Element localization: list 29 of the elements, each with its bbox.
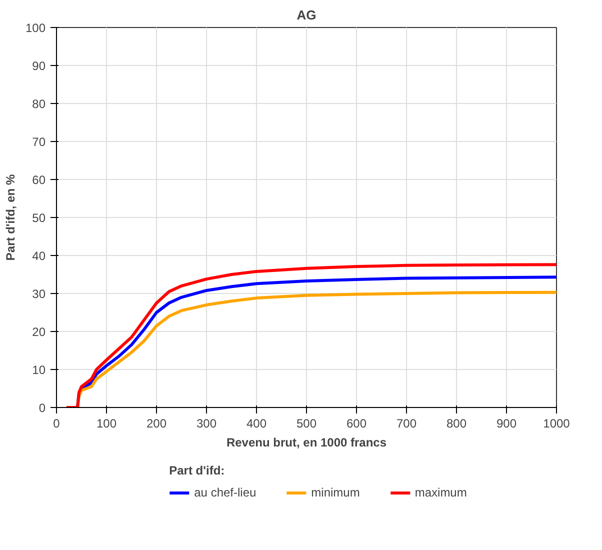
legend-title: Part d'ifd: — [169, 464, 226, 478]
legend-label: au chef-lieu — [194, 486, 256, 500]
y-tick-label: 70 — [32, 135, 46, 149]
y-tick-label: 80 — [32, 97, 46, 111]
y-tick-label: 10 — [32, 363, 46, 377]
x-tick-label: 700 — [396, 416, 417, 430]
y-tick-label: 20 — [32, 325, 46, 339]
y-axis-title: Part d'ifd, en % — [3, 174, 18, 261]
x-tick-label: 500 — [296, 416, 317, 430]
y-tick-label: 40 — [32, 249, 46, 263]
y-tick-label: 100 — [25, 21, 46, 35]
y-tick-label: 30 — [32, 287, 46, 301]
y-tick-label: 0 — [38, 401, 46, 415]
x-tick-label: 400 — [246, 416, 267, 430]
x-tick-label: 600 — [346, 416, 367, 430]
chart-title: AG — [296, 8, 316, 22]
x-tick-label: 100 — [96, 416, 117, 430]
legend-label: minimum — [311, 486, 360, 500]
x-tick-label: 900 — [496, 416, 517, 430]
y-tick-label: 50 — [32, 211, 46, 225]
legend-label: maximum — [414, 486, 467, 500]
x-axis-title: Revenu brut, en 1000 francs — [226, 436, 387, 450]
y-tick-label: 90 — [32, 59, 46, 73]
x-tick-label: 1000 — [543, 416, 570, 430]
x-tick-label: 200 — [146, 416, 167, 430]
y-tick-label: 60 — [32, 173, 46, 187]
x-tick-label: 800 — [446, 416, 467, 430]
x-tick-label: 0 — [53, 416, 60, 430]
x-tick-label: 300 — [196, 416, 217, 430]
